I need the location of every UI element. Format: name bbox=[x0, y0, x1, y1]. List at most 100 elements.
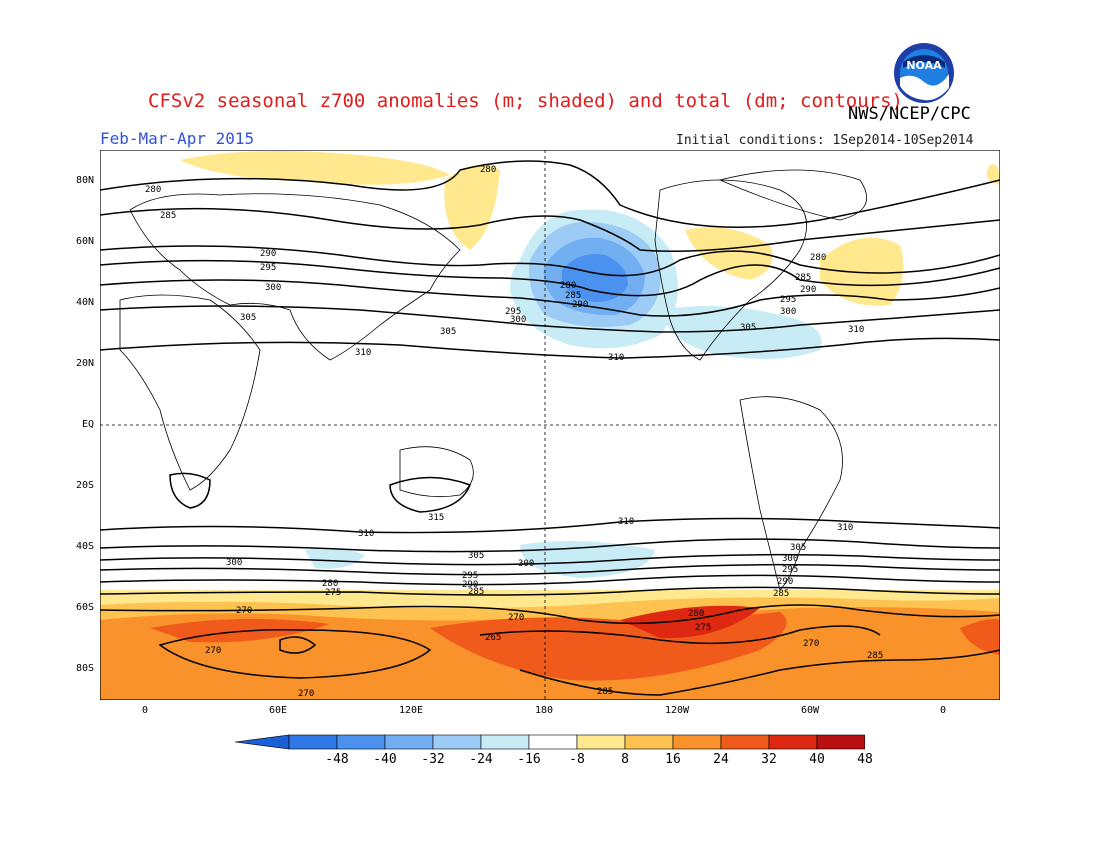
contour-label: 305 bbox=[440, 327, 456, 337]
lat-label: 20S bbox=[75, 480, 94, 491]
contour-label: 280 bbox=[688, 609, 704, 619]
contour-label: 295 bbox=[780, 295, 796, 305]
colorbar-box bbox=[576, 734, 626, 750]
colorbar-box bbox=[720, 734, 770, 750]
contour-label: 305 bbox=[468, 551, 484, 561]
colorbar-tick-label: -48 bbox=[325, 752, 349, 767]
lat-label: 40S bbox=[75, 541, 94, 552]
lat-label: EQ bbox=[81, 419, 94, 430]
contour-label: 300 bbox=[518, 559, 534, 569]
colorbar-arrow-left bbox=[235, 734, 290, 750]
colorbar-box bbox=[672, 734, 722, 750]
lat-label: 40N bbox=[75, 297, 94, 308]
contour-label: 295 bbox=[260, 263, 276, 273]
contour-label: 285 bbox=[565, 291, 581, 301]
contour-label: 305 bbox=[790, 543, 806, 553]
contour-label: 310 bbox=[848, 325, 864, 335]
colorbar-box bbox=[816, 734, 865, 750]
colorbar-box bbox=[480, 734, 530, 750]
contour-label: 310 bbox=[358, 529, 374, 539]
contour-label: 285 bbox=[468, 587, 484, 597]
contour-label: 270 bbox=[236, 606, 252, 616]
colorbar-box bbox=[384, 734, 434, 750]
contour-label: 280 bbox=[480, 165, 496, 175]
colorbar-tick-label: -8 bbox=[569, 752, 585, 767]
contour-label: 290 bbox=[572, 300, 588, 310]
contour-label: 315 bbox=[428, 513, 444, 523]
colorbar-tick-label: 40 bbox=[809, 752, 825, 767]
contour-label: 285 bbox=[867, 651, 883, 661]
contour-label: 300 bbox=[780, 307, 796, 317]
colorbar-tick-label: -16 bbox=[517, 752, 541, 767]
contour-label: 300 bbox=[782, 554, 798, 564]
lat-label: 80N bbox=[75, 175, 94, 186]
contour-label: 270 bbox=[803, 639, 819, 649]
noaa-logo-icon: NOAA bbox=[894, 43, 954, 103]
lat-label: 80S bbox=[75, 663, 94, 674]
lon-label: 60E bbox=[268, 705, 288, 716]
contour-label: 295 bbox=[782, 565, 798, 575]
contour-label: 275 bbox=[325, 588, 341, 598]
contour-label: 285 bbox=[773, 589, 789, 599]
contour-label: 290 bbox=[800, 285, 816, 295]
anomaly-map: 280 280 280 280 285 285 285 290 290 290 … bbox=[100, 150, 1000, 700]
contour-label-group: 280 280 280 280 285 285 285 290 290 290 … bbox=[145, 165, 883, 699]
contour-label: 285 bbox=[160, 211, 176, 221]
contour-label: 280 bbox=[145, 185, 161, 195]
contour-label: 270 bbox=[205, 646, 221, 656]
colorbar-box bbox=[336, 734, 386, 750]
contour-label: 290 bbox=[260, 249, 276, 259]
grid-lines bbox=[100, 150, 1000, 700]
colorbar-tick-label: 24 bbox=[713, 752, 729, 767]
colorbar-tick-label: 16 bbox=[665, 752, 681, 767]
lon-label: 0 bbox=[939, 705, 947, 716]
contour-label: 280 bbox=[322, 579, 338, 589]
colorbar bbox=[235, 734, 865, 750]
contour-label: 305 bbox=[740, 323, 756, 333]
noaa-logo-text: NOAA bbox=[906, 59, 942, 72]
colorbar-box bbox=[624, 734, 674, 750]
lon-label: 60W bbox=[800, 705, 820, 716]
colorbar-box bbox=[768, 734, 818, 750]
lon-label: 0 bbox=[141, 705, 149, 716]
contour-label: 270 bbox=[508, 613, 524, 623]
contour-label: 275 bbox=[695, 623, 711, 633]
contour-label: 300 bbox=[510, 315, 526, 325]
coastlines bbox=[119, 169, 868, 591]
contour-label: 285 bbox=[795, 273, 811, 283]
colorbar-tick-label: -40 bbox=[373, 752, 397, 767]
colorbar-tick-label: 8 bbox=[621, 752, 629, 767]
contour-label: 290 bbox=[462, 580, 478, 590]
contour-label: 290 bbox=[777, 577, 793, 587]
contour-label: 300 bbox=[226, 558, 242, 568]
colorbar-tick-label: -24 bbox=[469, 752, 493, 767]
lat-label: 60S bbox=[75, 602, 94, 613]
contour-label: 310 bbox=[608, 353, 624, 363]
contour-label: 265 bbox=[485, 633, 501, 643]
lat-label: 20N bbox=[75, 358, 94, 369]
map-title: CFSv2 seasonal z700 anomalies (m; shaded… bbox=[148, 90, 903, 112]
colorbar-tick-label: 48 bbox=[857, 752, 873, 767]
contour-label: 310 bbox=[355, 348, 371, 358]
height-contours bbox=[100, 160, 1000, 696]
lon-label: 120E bbox=[398, 705, 424, 716]
initial-conditions: Initial conditions: 1Sep2014-10Sep2014 bbox=[676, 133, 974, 148]
contour-label: 295 bbox=[462, 571, 478, 581]
colorbar-tick-label: -32 bbox=[421, 752, 445, 767]
contour-label: 270 bbox=[298, 689, 314, 699]
contour-label: 300 bbox=[265, 283, 281, 293]
colorbar-box bbox=[528, 734, 578, 750]
contour-label: 310 bbox=[837, 523, 853, 533]
agency-label: NWS/NCEP/CPC bbox=[848, 104, 971, 124]
contour-label: 305 bbox=[240, 313, 256, 323]
colorbar-box bbox=[432, 734, 482, 750]
lon-label: 120W bbox=[664, 705, 690, 716]
contour-label: 310 bbox=[618, 517, 634, 527]
colorbar-box bbox=[288, 734, 338, 750]
contour-label: 280 bbox=[810, 253, 826, 263]
lat-label: 60N bbox=[75, 236, 94, 247]
contour-label: 285 bbox=[597, 687, 613, 697]
contour-label: 280 bbox=[560, 281, 576, 291]
contour-label: 295 bbox=[505, 307, 521, 317]
forecast-period: Feb-Mar-Apr 2015 bbox=[100, 129, 255, 148]
